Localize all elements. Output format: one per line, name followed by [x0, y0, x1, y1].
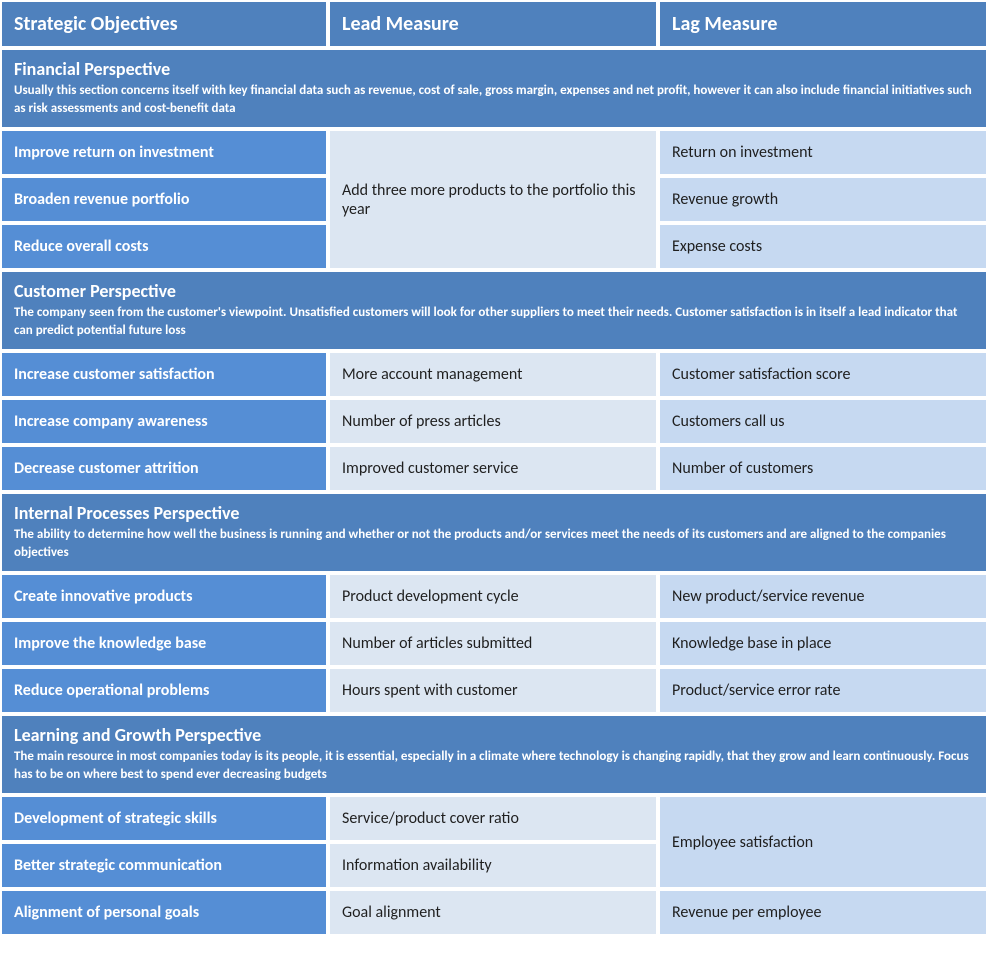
lag-cell: Revenue growth: [658, 176, 988, 223]
objective-cell: Broaden revenue portfolio: [0, 176, 328, 223]
objective-cell: Reduce operational problems: [0, 667, 328, 714]
objective-cell: Increase customer satisfaction: [0, 351, 328, 398]
header-objectives: Strategic Objectives: [0, 0, 328, 48]
header-lead: Lead Measure: [328, 0, 658, 48]
lag-cell: New product/service revenue: [658, 573, 988, 620]
lead-cell: Number of press articles: [328, 398, 658, 445]
table-row: Increase customer satisfaction More acco…: [0, 351, 988, 398]
objective-cell: Increase company awareness: [0, 398, 328, 445]
section-learning: Learning and Growth Perspective The main…: [0, 714, 988, 795]
table-row: Improve the knowledge base Number of art…: [0, 620, 988, 667]
objective-cell: Better strategic communication: [0, 842, 328, 889]
section-financial: Financial Perspective Usually this secti…: [0, 48, 988, 129]
lead-cell: Goal alignment: [328, 889, 658, 936]
table-row: Improve return on investment Add three m…: [0, 129, 988, 176]
lead-cell: Hours spent with customer: [328, 667, 658, 714]
objective-cell: Create innovative products: [0, 573, 328, 620]
section-title: Internal Processes Perspective: [14, 502, 974, 524]
objective-cell: Improve the knowledge base: [0, 620, 328, 667]
objective-cell: Improve return on investment: [0, 129, 328, 176]
header-lag: Lag Measure: [658, 0, 988, 48]
lead-cell: Product development cycle: [328, 573, 658, 620]
section-desc: The company seen from the customer's vie…: [14, 304, 974, 339]
objective-cell: Reduce overall costs: [0, 223, 328, 270]
table-row: Increase company awareness Number of pre…: [0, 398, 988, 445]
lag-cell: Return on investment: [658, 129, 988, 176]
lag-cell: Number of customers: [658, 445, 988, 492]
section-customer: Customer Perspective The company seen fr…: [0, 270, 988, 351]
section-title: Learning and Growth Perspective: [14, 724, 974, 746]
section-title: Financial Perspective: [14, 58, 974, 80]
section-desc: The ability to determine how well the bu…: [14, 526, 974, 561]
lead-cell: Improved customer service: [328, 445, 658, 492]
objective-cell: Development of strategic skills: [0, 795, 328, 842]
lag-cell-merged: Employee satisfaction: [658, 795, 988, 889]
lead-cell: Information availability: [328, 842, 658, 889]
lead-cell: More account management: [328, 351, 658, 398]
table-row: Decrease customer attrition Improved cus…: [0, 445, 988, 492]
table-row: Reduce operational problems Hours spent …: [0, 667, 988, 714]
lead-cell-merged: Add three more products to the portfolio…: [328, 129, 658, 270]
lag-cell: Customer satisfaction score: [658, 351, 988, 398]
table-row: Create innovative products Product devel…: [0, 573, 988, 620]
lag-cell: Expense costs: [658, 223, 988, 270]
table-row: Alignment of personal goals Goal alignme…: [0, 889, 988, 936]
lag-cell: Customers call us: [658, 398, 988, 445]
section-title: Customer Perspective: [14, 280, 974, 302]
lead-cell: Service/product cover ratio: [328, 795, 658, 842]
section-desc: Usually this section concerns itself wit…: [14, 82, 974, 117]
header-row: Strategic Objectives Lead Measure Lag Me…: [0, 0, 988, 48]
objective-cell: Alignment of personal goals: [0, 889, 328, 936]
lead-cell: Number of articles submitted: [328, 620, 658, 667]
section-desc: The main resource in most companies toda…: [14, 748, 974, 783]
balanced-scorecard-table: Strategic Objectives Lead Measure Lag Me…: [0, 0, 988, 936]
lag-cell: Revenue per employee: [658, 889, 988, 936]
lag-cell: Product/service error rate: [658, 667, 988, 714]
objective-cell: Decrease customer attrition: [0, 445, 328, 492]
section-internal: Internal Processes Perspective The abili…: [0, 492, 988, 573]
lag-cell: Knowledge base in place: [658, 620, 988, 667]
table-row: Development of strategic skills Service/…: [0, 795, 988, 842]
